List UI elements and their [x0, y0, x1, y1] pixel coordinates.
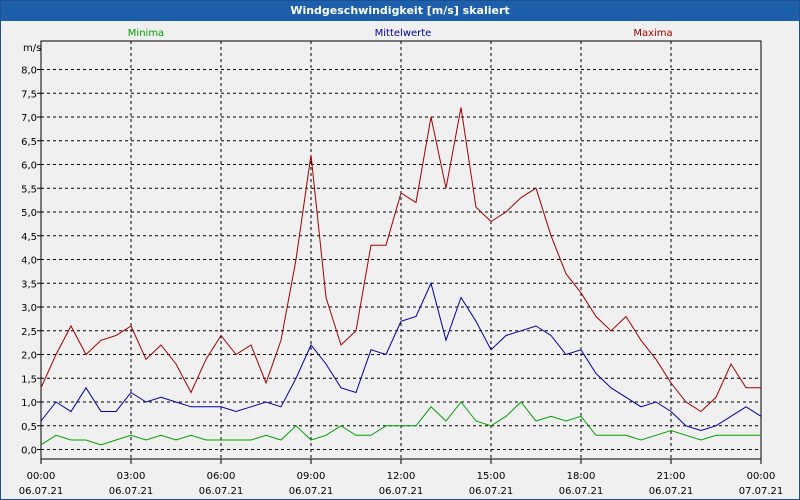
axes: m/s 0,0 0,5 1,0 1,5 2,0 2,5 3,0 3,5 4,0 4,5 5,0 5,5 6… — [19, 43, 784, 497]
y-tick-label: 1,0 — [21, 398, 37, 409]
x-tick-time: 00:00 — [27, 471, 56, 482]
y-tick-label: 0,0 — [21, 446, 37, 457]
legend-mittelwerte: Mittelwerte — [375, 28, 432, 39]
x-tick-date: 06.07.21 — [289, 486, 334, 497]
y-tick-label: 1,5 — [21, 374, 37, 385]
x-tick-time: 21:00 — [657, 471, 686, 482]
series — [40, 107, 762, 446]
x-tick-date: 06.07.21 — [199, 486, 244, 497]
legend-minima: Minima — [128, 28, 164, 39]
x-tick-time: 09:00 — [297, 471, 326, 482]
y-tick-label: 0,5 — [21, 422, 37, 433]
y-tick-label: 2,0 — [21, 351, 37, 362]
x-tick-date: 07.07.21 — [739, 486, 784, 497]
y-tick-label: 5,5 — [21, 184, 37, 195]
y-tick-label: 3,0 — [21, 303, 37, 314]
y-tick-label: 4,5 — [21, 232, 37, 243]
y-tick-label: 3,5 — [21, 279, 37, 290]
x-tick-time: 00:00 — [747, 471, 776, 482]
x-tick-date: 06.07.21 — [649, 486, 694, 497]
y-tick-label: 6,0 — [21, 161, 37, 172]
x-tick-time: 03:00 — [117, 471, 146, 482]
y-tick-label: 7,0 — [21, 113, 37, 124]
x-tick-time: 15:00 — [477, 471, 506, 482]
y-tick-label: 5,0 — [21, 208, 37, 219]
legend-maxima: Maxima — [633, 28, 672, 39]
y-tick-label: 8,0 — [21, 66, 37, 77]
x-tick-time: 12:00 — [387, 471, 416, 482]
series-line-maxima — [40, 107, 761, 413]
x-tick-time: 18:00 — [567, 471, 596, 482]
y-tick-label: 6,5 — [21, 137, 37, 148]
y-tick-label: 7,5 — [21, 89, 37, 100]
x-tick-date: 06.07.21 — [469, 486, 514, 497]
y-tick-label: 2,5 — [21, 327, 37, 338]
chart-title: Windgeschwindigkeit [m/s] skaliert — [1, 1, 799, 21]
y-tick-label: 4,0 — [21, 256, 37, 267]
x-tick-time: 06:00 — [207, 471, 236, 482]
grid — [41, 41, 761, 459]
x-tick-date: 06.07.21 — [19, 486, 64, 497]
x-tick-date: 06.07.21 — [109, 486, 154, 497]
x-tick-date: 06.07.21 — [379, 486, 424, 497]
legend: Minima Mittelwerte Maxima — [128, 28, 673, 39]
x-tick-date: 06.07.21 — [559, 486, 604, 497]
y-axis-label: m/s — [23, 43, 41, 54]
series-line-mittelwerte — [40, 281, 762, 432]
series-line-minima — [40, 401, 761, 446]
